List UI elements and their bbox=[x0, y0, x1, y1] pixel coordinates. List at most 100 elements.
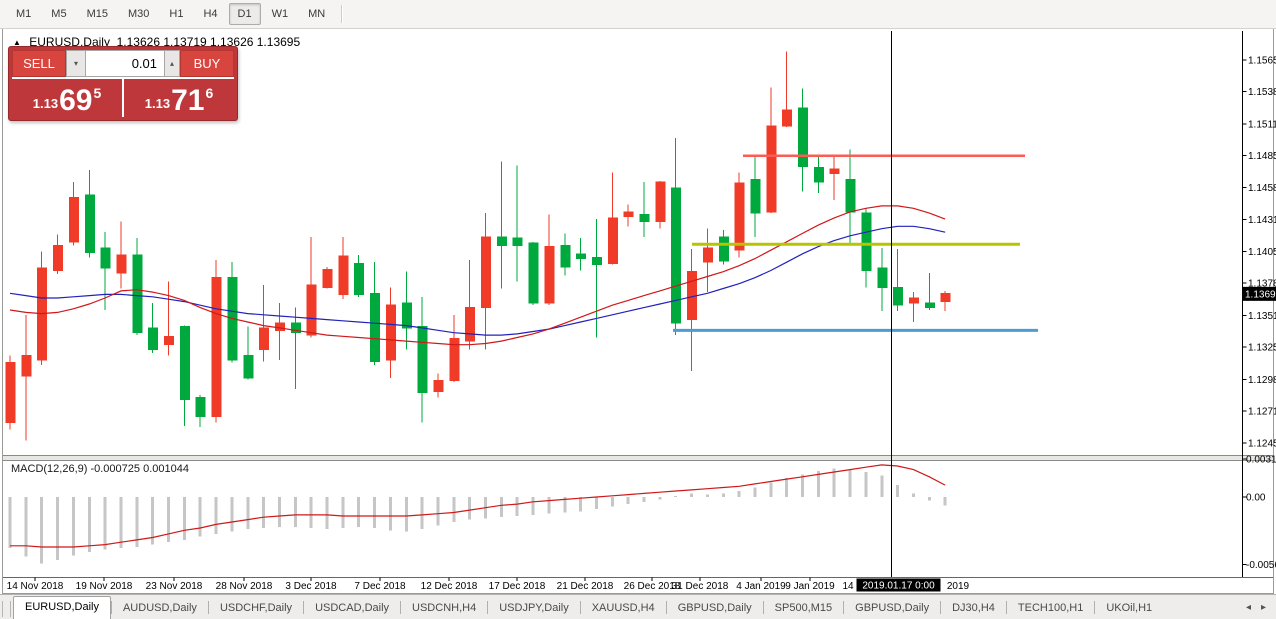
tab-separator bbox=[303, 601, 305, 614]
svg-text:1.13785: 1.13785 bbox=[1248, 279, 1276, 290]
svg-text:0.003177: 0.003177 bbox=[1246, 455, 1276, 466]
volume-decrease-button[interactable]: ▾ bbox=[66, 50, 86, 77]
svg-text:1.12715: 1.12715 bbox=[1248, 407, 1276, 418]
svg-text:1.13515: 1.13515 bbox=[1248, 311, 1276, 322]
symbol-tab-tech100-h1[interactable]: TECH100,H1 bbox=[1017, 602, 1084, 614]
chart-title: ▲ EURUSD,Daily 1.13626 1.13719 1.13626 1… bbox=[13, 35, 300, 49]
timeframe-button-h1[interactable]: H1 bbox=[169, 8, 184, 20]
sell-price-display[interactable]: 1.13 69 5 bbox=[12, 79, 123, 117]
svg-text:7 Dec 2018: 7 Dec 2018 bbox=[354, 581, 406, 592]
sell-price-sup: 5 bbox=[93, 85, 102, 101]
chart-title-ohlc: 1.13626 1.13719 1.13626 1.13695 bbox=[116, 35, 301, 49]
chart-title-symbol: EURUSD,Daily bbox=[29, 35, 110, 49]
svg-text:1.15650: 1.15650 bbox=[1248, 56, 1276, 67]
symbol-tab-usdcnh-h4[interactable]: USDCNH,H4 bbox=[412, 602, 477, 614]
svg-text:1.15385: 1.15385 bbox=[1248, 87, 1276, 98]
symbol-tab-usdjpy-daily[interactable]: USDJPY,Daily bbox=[499, 602, 569, 614]
svg-text:23 Nov 2018: 23 Nov 2018 bbox=[146, 581, 203, 592]
macd-histogram bbox=[8, 468, 947, 564]
svg-text:19 Nov 2018: 19 Nov 2018 bbox=[76, 581, 133, 592]
tab-scroll-right-icon[interactable]: ▸ bbox=[1260, 602, 1266, 613]
toolbar-separator bbox=[341, 5, 343, 23]
svg-text:1.14050: 1.14050 bbox=[1248, 247, 1276, 258]
svg-text:14: 14 bbox=[842, 581, 854, 592]
volume-input[interactable] bbox=[86, 50, 164, 77]
timeframe-button-mn[interactable]: MN bbox=[308, 8, 326, 20]
date-axis[interactable]: 14 Nov 2018 19 Nov 2018 23 Nov 2018 28 Nov … bbox=[7, 577, 970, 593]
symbol-tab-xauusd-h4[interactable]: XAUUSD,H4 bbox=[591, 602, 655, 614]
tab-separator bbox=[110, 601, 112, 614]
svg-text:1.14585: 1.14585 bbox=[1248, 183, 1276, 194]
buy-price-display[interactable]: 1.13 71 6 bbox=[123, 79, 234, 117]
tab-separator bbox=[207, 601, 209, 614]
svg-text:2019: 2019 bbox=[947, 581, 970, 592]
timeframe-button-m30[interactable]: M30 bbox=[127, 8, 150, 20]
buy-price-small: 1.13 bbox=[144, 96, 171, 111]
tab-separator bbox=[400, 601, 402, 614]
buy-button[interactable]: BUY bbox=[180, 50, 234, 77]
svg-text:12 Dec 2018: 12 Dec 2018 bbox=[421, 581, 478, 592]
sell-button[interactable]: SELL bbox=[12, 50, 66, 77]
svg-text:14 Nov 2018: 14 Nov 2018 bbox=[7, 581, 64, 592]
svg-text:21 Dec 2018: 21 Dec 2018 bbox=[557, 581, 614, 592]
svg-text:1.14315: 1.14315 bbox=[1248, 215, 1276, 226]
price-axis[interactable]: 1.15650 1.15385 1.15115 1.14850 1.14585 1.143… bbox=[1242, 31, 1276, 577]
symbol-tab-usdchf-daily[interactable]: USDCHF,Daily bbox=[219, 602, 293, 614]
svg-text:3 Dec 2018: 3 Dec 2018 bbox=[285, 581, 337, 592]
chart-canvas[interactable]: 1.15650 1.15385 1.15115 1.14850 1.14585 1.143… bbox=[0, 28, 1276, 594]
tab-separator bbox=[1094, 601, 1096, 614]
timeframe-button-m15[interactable]: M15 bbox=[86, 8, 108, 20]
tab-bar-grip bbox=[2, 601, 11, 617]
timeframe-button-w1[interactable]: W1 bbox=[271, 8, 289, 20]
symbol-tab-eurusd-daily[interactable]: EURUSD,Daily bbox=[13, 596, 111, 619]
symbol-tab-audusd-daily[interactable]: AUDUSD,Daily bbox=[122, 602, 197, 614]
tab-scroll-left-icon[interactable]: ◂ bbox=[1245, 602, 1251, 613]
symbol-tab-gbpusd-daily[interactable]: GBPUSD,Daily bbox=[677, 602, 752, 614]
symbol-tab-sp500-m15[interactable]: SP500,M15 bbox=[774, 602, 833, 614]
svg-text:26 Dec 2018: 26 Dec 2018 bbox=[624, 581, 681, 592]
tab-separator bbox=[843, 601, 845, 614]
symbol-tab-gbpusd-daily[interactable]: GBPUSD,Daily bbox=[855, 602, 930, 614]
svg-text:1.13250: 1.13250 bbox=[1248, 343, 1276, 354]
tab-separator bbox=[1005, 601, 1007, 614]
svg-text:4 Jan 2019: 4 Jan 2019 bbox=[736, 581, 786, 592]
collapse-triangle-icon[interactable]: ▲ bbox=[13, 38, 21, 47]
macd-signal-line bbox=[10, 464, 946, 548]
symbol-tab-ukoil-h1[interactable]: UKOil,H1 bbox=[1106, 602, 1153, 614]
svg-text:17 Dec 2018: 17 Dec 2018 bbox=[489, 581, 546, 592]
crosshair-date-tag: 2019.01.17 0:00 bbox=[856, 578, 941, 592]
symbol-tab-bar: EURUSD,Daily AUDUSD,Daily USDCHF,Daily USDC… bbox=[0, 594, 1276, 619]
buy-price-big: 71 bbox=[171, 84, 205, 117]
tab-separator bbox=[940, 601, 942, 614]
volume-increase-button[interactable]: ▴ bbox=[164, 50, 180, 77]
svg-text:1.13695: 1.13695 bbox=[1245, 289, 1276, 300]
svg-text:-0.005667: -0.005667 bbox=[1246, 560, 1276, 571]
svg-text:2019.01.17 0:00: 2019.01.17 0:00 bbox=[862, 581, 935, 592]
svg-text:1.12980: 1.12980 bbox=[1248, 375, 1276, 386]
svg-text:1.15115: 1.15115 bbox=[1248, 119, 1276, 130]
one-click-trade-panel: SELL ▾ ▴ BUY 1.13 69 5 1.13 71 6 bbox=[8, 46, 238, 121]
sell-price-big: 69 bbox=[59, 84, 93, 117]
symbol-tab-usdcad-daily[interactable]: USDCAD,Daily bbox=[315, 602, 390, 614]
timeframe-toolbar: M1 M5 M15 M30 H1 H4 D1 W1 MN bbox=[0, 0, 1276, 29]
sell-price-small: 1.13 bbox=[32, 96, 59, 111]
buy-price-sup: 6 bbox=[205, 85, 214, 101]
timeframe-button-h4[interactable]: H4 bbox=[203, 8, 218, 20]
current-price-tag: 1.13695 bbox=[1243, 286, 1276, 301]
candles bbox=[5, 51, 951, 441]
tab-separator bbox=[579, 601, 581, 614]
tab-separator bbox=[665, 601, 667, 614]
symbol-tab-dj30-h4[interactable]: DJ30,H4 bbox=[952, 602, 995, 614]
svg-text:1.14850: 1.14850 bbox=[1248, 151, 1276, 162]
svg-text:0.00: 0.00 bbox=[1246, 493, 1266, 504]
ma-blue-line bbox=[9, 225, 946, 336]
svg-text:31 Dec 2018: 31 Dec 2018 bbox=[672, 581, 729, 592]
timeframe-button-m1[interactable]: M1 bbox=[16, 8, 32, 20]
timeframe-button-m5[interactable]: M5 bbox=[51, 8, 67, 20]
timeframe-button-d1[interactable]: D1 bbox=[228, 3, 261, 25]
macd-indicator-label: MACD(12,26,9) -0.000725 0.001044 bbox=[11, 463, 189, 475]
svg-text:9 Jan 2019: 9 Jan 2019 bbox=[785, 581, 835, 592]
panel-separator bbox=[3, 455, 1273, 578]
ma-red-line bbox=[9, 205, 946, 346]
